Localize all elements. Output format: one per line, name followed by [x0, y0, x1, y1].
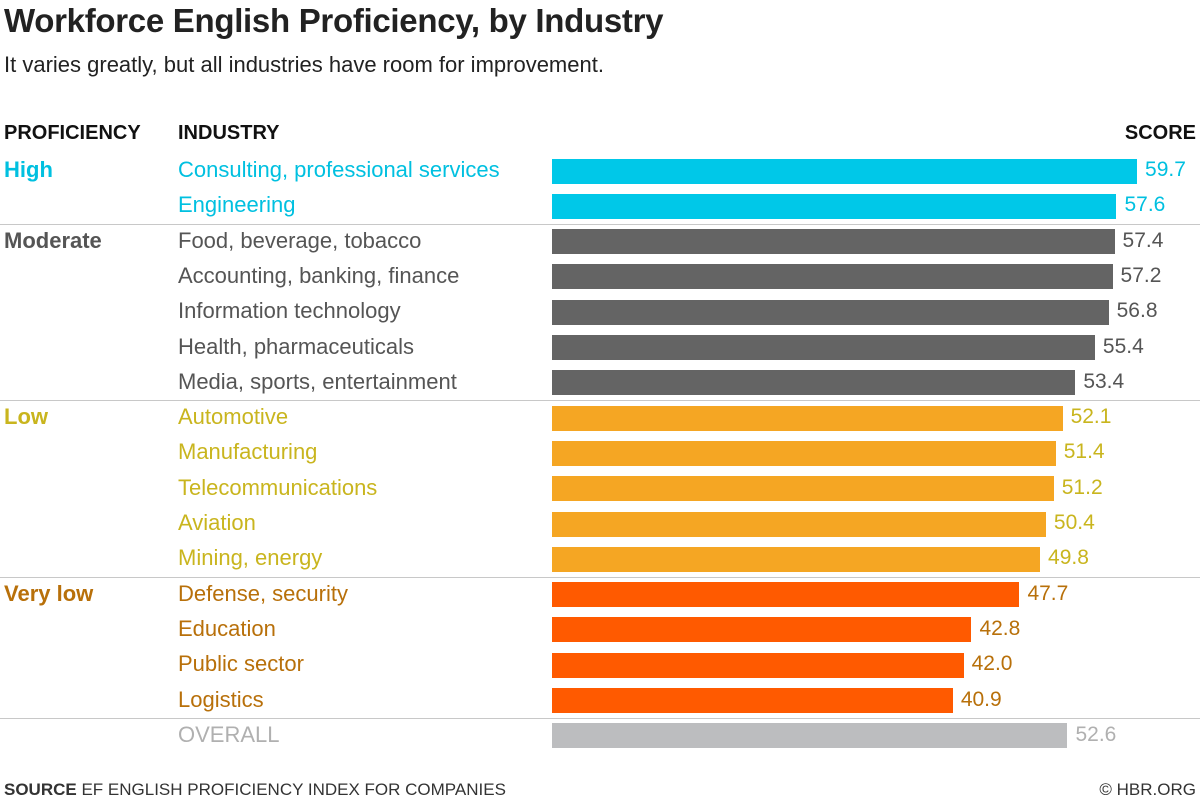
header-industry: INDUSTRY	[178, 122, 280, 144]
proficiency-label: Low	[4, 404, 48, 430]
industry-label: Accounting, banking, finance	[178, 262, 460, 288]
bar	[552, 229, 1115, 255]
industry-label: Aviation	[178, 510, 256, 535]
industry-label: Consulting, professional services	[178, 157, 500, 182]
score-label: 51.4	[1063, 440, 1105, 464]
score-label: 52.6	[1075, 722, 1117, 746]
score-label: 59.7	[1145, 158, 1186, 181]
score-label: 40.9	[960, 687, 1002, 711]
bar	[552, 370, 1076, 396]
industry-label: Media, sports, entertainment	[178, 368, 457, 394]
industry-label: Logistics	[178, 686, 264, 712]
bar	[552, 652, 964, 678]
group-divider	[0, 400, 1200, 401]
source-label: SOURCE	[4, 780, 77, 799]
score-label: 47.7	[1027, 581, 1069, 605]
industry-label: Mining, energy	[178, 545, 323, 571]
score-label: 52.1	[1070, 405, 1112, 429]
industry-label: Automotive	[178, 404, 289, 430]
score-label: 42.8	[979, 616, 1021, 640]
group-divider	[0, 718, 1200, 719]
score-label: 57.2	[1120, 263, 1162, 287]
proficiency-label: Moderate	[4, 227, 102, 253]
credit: © HBR.ORG	[1099, 780, 1196, 799]
chart-subtitle: It varies greatly, but all industries ha…	[4, 52, 604, 77]
bar	[552, 264, 1113, 290]
proficiency-label: Very low	[4, 580, 94, 606]
chart-title: Workforce English Proficiency, by Indust…	[4, 2, 664, 39]
bar	[552, 335, 1095, 360]
score-label: 57.4	[1122, 228, 1164, 252]
proficiency-label: High	[4, 157, 53, 182]
bar	[552, 723, 1068, 749]
industry-label: Defense, security	[178, 580, 348, 606]
score-label: 55.4	[1102, 334, 1144, 358]
score-label: 53.4	[1083, 369, 1125, 393]
bar	[552, 546, 1041, 572]
bar	[552, 476, 1054, 502]
bar	[552, 193, 1117, 219]
industry-label: Food, beverage, tobacco	[178, 227, 422, 253]
score-label: 51.2	[1061, 475, 1103, 499]
bar	[552, 440, 1056, 466]
industry-label: Manufacturing	[178, 439, 318, 465]
score-label: 56.8	[1116, 299, 1158, 323]
industry-label: Engineering	[178, 192, 296, 218]
bar	[552, 405, 1063, 431]
bar	[552, 158, 1138, 184]
bar	[552, 511, 1046, 537]
score-label: 49.8	[1048, 546, 1089, 570]
industry-label: Health, pharmaceuticals	[178, 333, 415, 359]
bar	[552, 688, 953, 713]
score-label: 50.4	[1053, 511, 1095, 534]
bar	[552, 299, 1109, 325]
group-divider	[0, 224, 1200, 225]
industry-label: Public sector	[178, 651, 304, 677]
source-note: SOURCE EF ENGLISH PROFICIENCY INDEX FOR …	[4, 780, 506, 800]
source-text: EF ENGLISH PROFICIENCY INDEX FOR COMPANI…	[81, 780, 506, 799]
industry-label: Telecommunications	[178, 474, 378, 500]
score-label: 57.6	[1124, 193, 1166, 217]
score-label: 42.0	[971, 652, 1013, 676]
industry-label: Education	[178, 615, 276, 641]
industry-label: Information technology	[178, 298, 401, 324]
industry-label: OVERALL	[178, 721, 280, 747]
group-divider	[0, 577, 1200, 578]
bar	[552, 582, 1020, 608]
bar	[552, 617, 972, 643]
header-score: SCORE	[1124, 122, 1196, 144]
header-proficiency: PROFICIENCY	[4, 122, 141, 144]
